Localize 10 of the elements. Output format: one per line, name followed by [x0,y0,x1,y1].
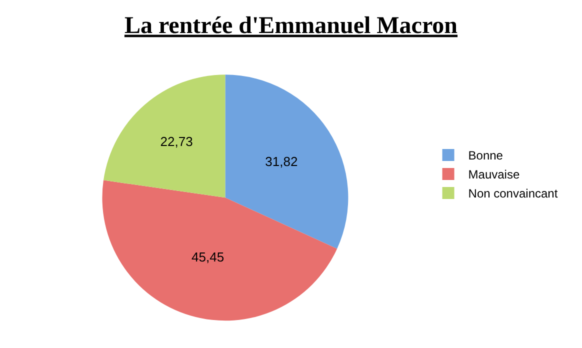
legend-label: Non convaincant [468,186,558,201]
legend-label: Bonne [468,148,504,163]
pie-slice [102,180,338,321]
data-label: 22,73 [160,134,193,150]
pie-slice [225,74,348,249]
chart-title: La rentrée d'Emmanuel Macron [124,12,458,39]
data-label: 45,45 [192,249,224,264]
data-label: 31,82 [265,154,298,170]
legend-label: Mauvaise [468,168,520,182]
pie-slice [103,74,226,198]
